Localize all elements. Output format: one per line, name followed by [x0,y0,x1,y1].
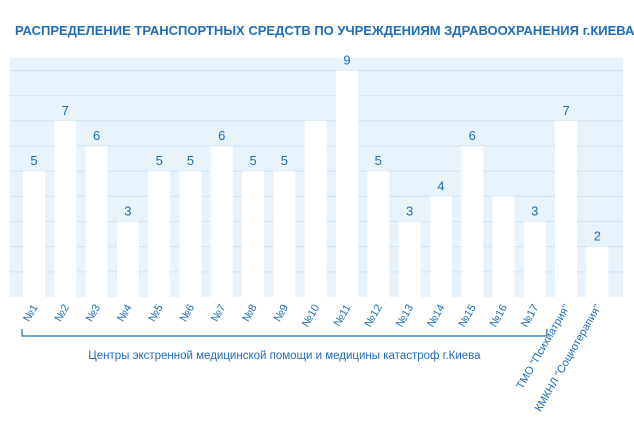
bars [23,70,609,297]
group-bracket [21,329,548,337]
value-label-15: 6 [469,128,476,143]
value-label-12: 5 [375,153,382,168]
bar-6 [179,171,202,297]
x-tick-6: №6 [178,303,197,325]
chart-title: РАСПРЕДЕЛЕНИЕ ТРАНСПОРТНЫХ СРЕДСТВ ПО УЧ… [15,23,634,38]
value-label-13: 3 [406,204,413,219]
bar-16 [492,196,515,297]
bar-2 [54,120,77,297]
x-tick-17: №17 [519,303,541,330]
x-tick-2: №2 [53,303,72,325]
value-label-18: 7 [562,103,569,118]
bar-8 [242,171,265,297]
value-label-14: 4 [437,178,444,193]
value-label-5: 5 [156,153,163,168]
bar-9 [273,171,296,297]
x-tick-9: №9 [272,303,291,325]
x-tick-11: №11 [332,303,354,329]
value-label-9: 5 [281,153,288,168]
value-label-1: 5 [30,153,37,168]
bar-18 [555,120,578,297]
value-label-3: 6 [93,128,100,143]
bar-13 [398,221,421,297]
x-tick-1: №1 [21,303,40,325]
bar-14 [429,196,452,297]
x-tick-4: №4 [115,303,134,325]
value-label-19: 2 [594,229,601,244]
bar-5 [148,171,171,297]
bar-19 [586,246,609,297]
bar-10 [304,120,327,297]
x-tick-14: №14 [425,303,447,330]
bar-12 [367,171,390,297]
x-tick-5: №5 [146,303,165,325]
bar-1 [23,171,45,297]
bar-4 [116,221,139,297]
bar-17 [523,221,546,297]
value-label-2: 7 [62,103,69,118]
x-tick-12: №12 [362,303,384,330]
bar-3 [85,146,108,297]
value-label-6: 5 [187,153,194,168]
bar-15 [461,146,484,297]
x-tick-16: №16 [488,303,510,330]
x-tick-10: №10 [300,303,322,330]
x-tick-13: №13 [394,303,416,330]
bar-7 [210,146,233,297]
value-labels: 5 7 6 3 5 5 6 5 5 9 5 3 4 6 3 7 2 [30,53,601,244]
x-tick-7: №7 [209,303,228,325]
x-tick-8: №8 [240,303,259,325]
value-label-11: 9 [343,53,350,68]
value-label-4: 3 [124,204,131,219]
value-label-17: 3 [531,204,538,219]
x-tick-3: №3 [84,303,103,325]
x-tick-15: №15 [456,303,478,330]
group-label: Центры экстренной медицинской помощи и м… [88,350,481,362]
bar-11 [336,70,358,297]
value-label-7: 6 [218,128,225,143]
value-label-8: 5 [249,153,256,168]
